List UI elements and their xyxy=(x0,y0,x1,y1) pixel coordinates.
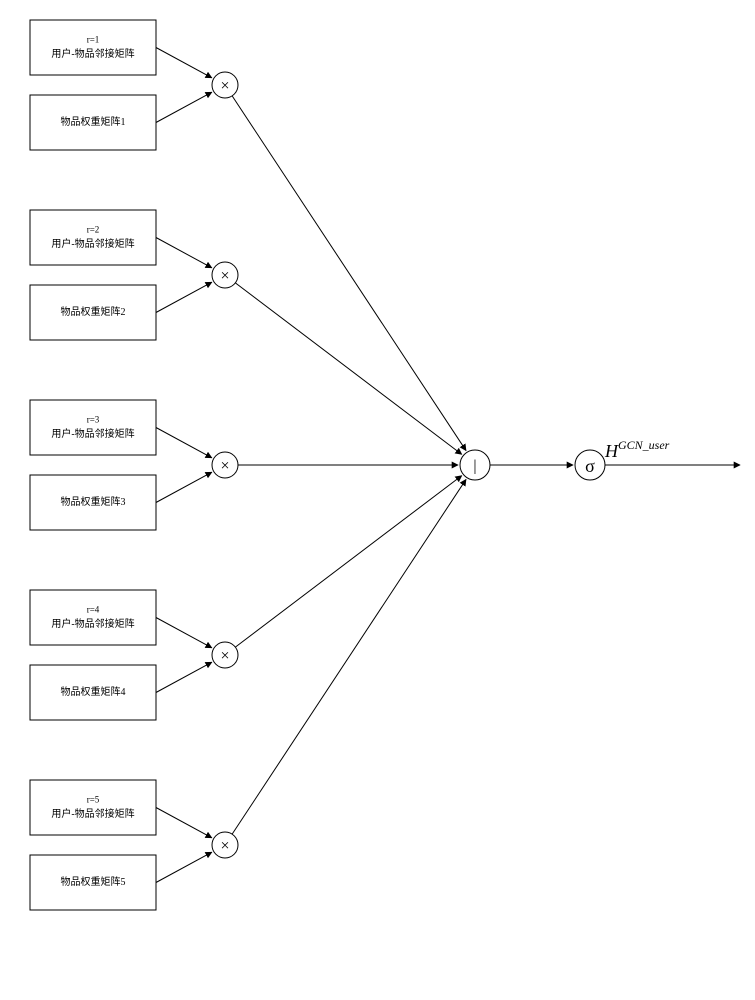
weight-matrix-label-4: 物品权重矩阵4 xyxy=(61,685,126,698)
multiply-symbol-2: × xyxy=(220,268,229,285)
edge-weight-to-mult-1 xyxy=(156,92,212,122)
edge-weight-to-mult-4 xyxy=(156,662,212,692)
r-label-5: r=5 xyxy=(87,795,100,805)
weight-matrix-label-2: 物品权重矩阵2 xyxy=(61,305,126,318)
edge-adj-to-mult-5 xyxy=(156,808,212,838)
edge-mult-to-concat-2 xyxy=(235,283,461,455)
adjacency-matrix-box-3 xyxy=(30,400,156,455)
adjacency-matrix-label-4: 用户-物品邻接矩阵 xyxy=(51,617,134,630)
weight-matrix-label-1: 物品权重矩阵1 xyxy=(61,115,126,128)
multiply-symbol-1: × xyxy=(220,78,229,95)
weight-matrix-label-5: 物品权重矩阵5 xyxy=(61,875,126,888)
multiply-symbol-5: × xyxy=(220,838,229,855)
adjacency-matrix-label-2: 用户-物品邻接矩阵 xyxy=(51,237,134,250)
adjacency-matrix-label-5: 用户-物品邻接矩阵 xyxy=(51,807,134,820)
adjacency-matrix-label-1: 用户-物品邻接矩阵 xyxy=(51,47,134,60)
edge-mult-to-concat-1 xyxy=(232,96,466,451)
edge-adj-to-mult-4 xyxy=(156,618,212,648)
edge-mult-to-concat-4 xyxy=(235,476,461,648)
adjacency-matrix-box-4 xyxy=(30,590,156,645)
weight-matrix-label-3: 物品权重矩阵3 xyxy=(61,495,126,508)
output-label: HGCN_user xyxy=(604,438,670,461)
adjacency-matrix-box-5 xyxy=(30,780,156,835)
r-label-4: r=4 xyxy=(87,605,100,615)
multiply-symbol-3: × xyxy=(220,458,229,475)
edge-adj-to-mult-2 xyxy=(156,238,212,268)
edge-adj-to-mult-3 xyxy=(156,428,212,458)
edge-weight-to-mult-2 xyxy=(156,282,212,312)
r-label-1: r=1 xyxy=(87,35,100,45)
r-label-3: r=3 xyxy=(87,415,100,425)
sigma-symbol-svg: σ xyxy=(585,456,595,476)
edge-weight-to-mult-3 xyxy=(156,472,212,502)
edge-mult-to-concat-5 xyxy=(232,479,466,834)
adjacency-matrix-box-2 xyxy=(30,210,156,265)
diagram-canvas: r=1 用户-物品邻接矩阵物品权重矩阵1 × r=2 用户-物品邻接矩阵物品权重矩阵2 ×… xyxy=(0,0,755,1000)
r-label-2: r=2 xyxy=(87,225,100,235)
edge-adj-to-mult-1 xyxy=(156,48,212,78)
multiply-symbol-4: × xyxy=(220,648,229,665)
concat-symbol-svg: | xyxy=(473,458,476,475)
adjacency-matrix-label-3: 用户-物品邻接矩阵 xyxy=(51,427,134,440)
edge-weight-to-mult-5 xyxy=(156,852,212,882)
adjacency-matrix-box-1 xyxy=(30,20,156,75)
